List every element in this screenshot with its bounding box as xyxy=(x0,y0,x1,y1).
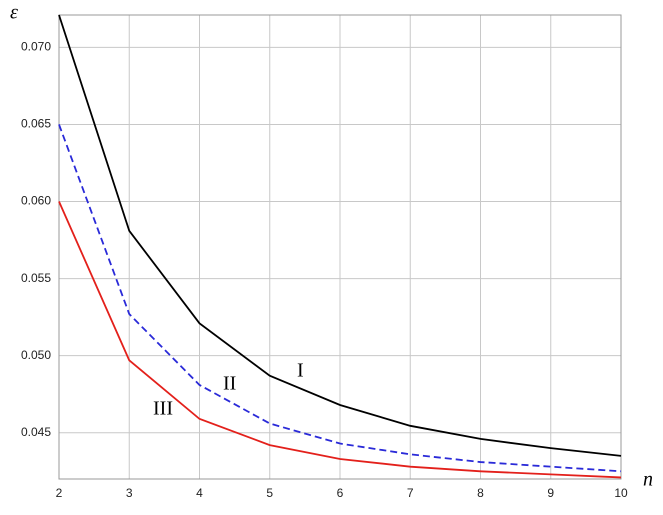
y-tick-label: 0.050 xyxy=(21,348,51,362)
x-tick-label: 7 xyxy=(407,486,414,500)
y-tick-label: 0.045 xyxy=(21,425,51,439)
x-axis-label: n xyxy=(643,469,653,491)
x-tick-label: 9 xyxy=(547,486,554,500)
plot-frame xyxy=(58,14,622,480)
y-axis-label: ε xyxy=(10,2,18,24)
x-tick-label: 3 xyxy=(126,486,133,500)
x-tick-label: 6 xyxy=(337,486,344,500)
series-line xyxy=(58,14,622,457)
series-label: I xyxy=(297,360,304,382)
y-tick-label: 0.065 xyxy=(21,117,51,131)
x-tick-label: 10 xyxy=(614,486,628,500)
series-label: III xyxy=(153,398,173,420)
x-tick-label: 4 xyxy=(196,486,203,500)
y-tick-label: 0.055 xyxy=(21,271,51,285)
y-tick-label: 0.060 xyxy=(21,194,51,208)
y-tick-label: 0.070 xyxy=(21,40,51,54)
x-tick-label: 5 xyxy=(266,486,273,500)
series-label: II xyxy=(223,373,236,395)
x-tick-label: 2 xyxy=(56,486,63,500)
series-line xyxy=(58,124,622,473)
series-line xyxy=(58,201,622,479)
x-tick-label: 8 xyxy=(477,486,484,500)
